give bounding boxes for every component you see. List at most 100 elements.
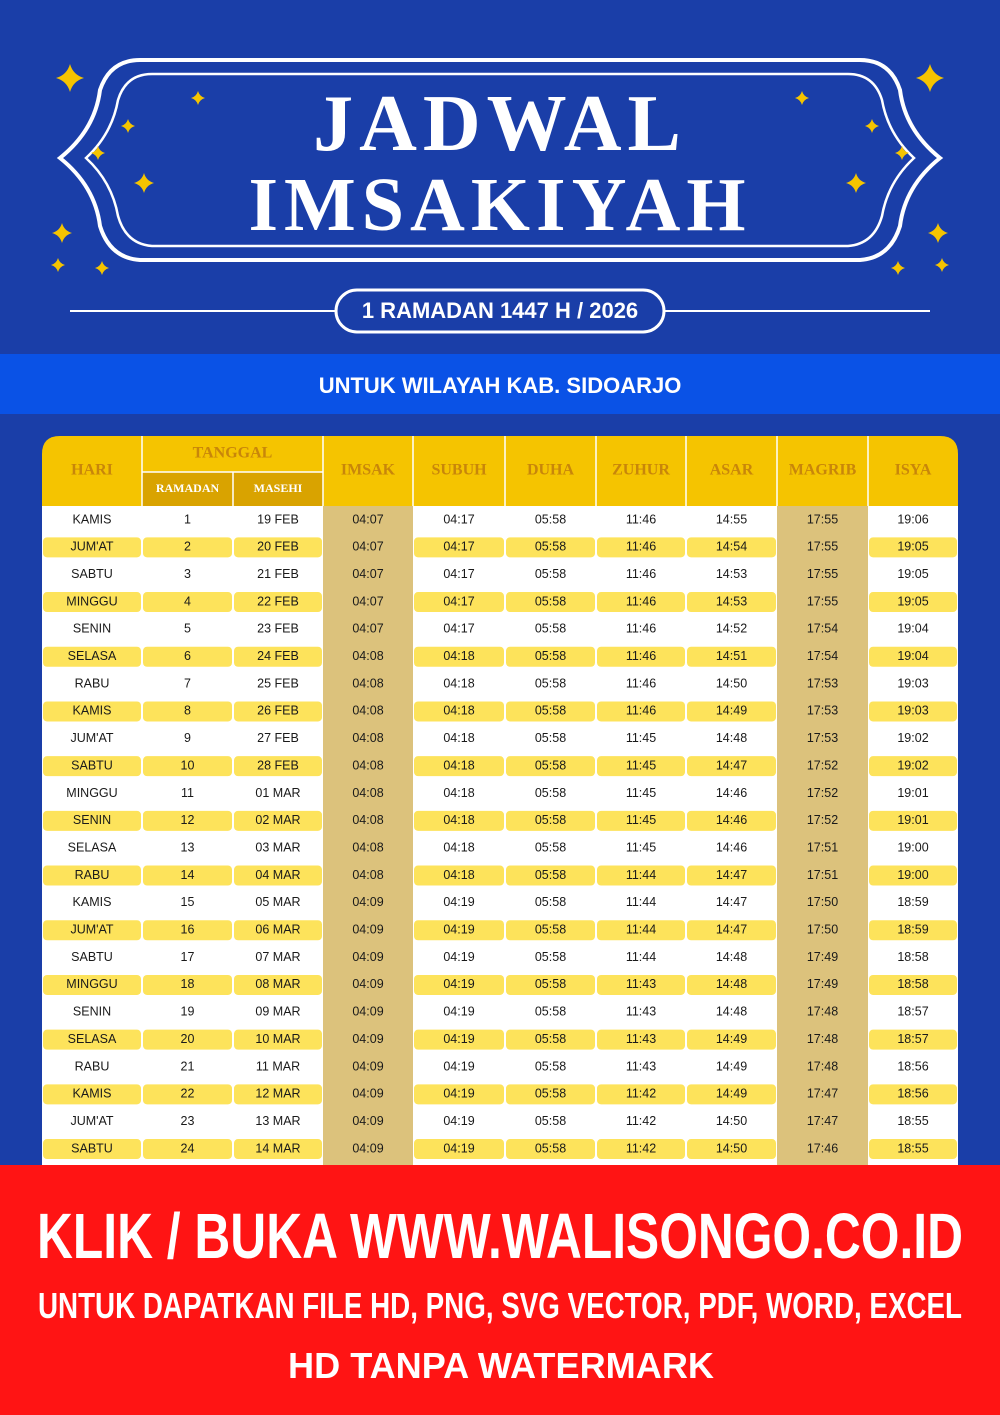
- table-cell: 04:17: [443, 622, 474, 636]
- table-cell: 05:58: [535, 1114, 566, 1128]
- table-cell: 27 FEB: [257, 731, 299, 745]
- row-stripe: [143, 646, 232, 667]
- star: [865, 119, 879, 133]
- table-cell: 05:58: [535, 594, 566, 608]
- table-cell: 17:53: [807, 704, 838, 718]
- star: [846, 173, 866, 193]
- table-cell: 18:59: [897, 923, 928, 937]
- row-stripe: [43, 974, 141, 995]
- table-cell: 04:18: [443, 676, 474, 690]
- table-cell: 14:48: [716, 731, 747, 745]
- table-cell: 04:09: [352, 923, 383, 937]
- row-stripe: [143, 974, 232, 995]
- table-cell: 04:07: [352, 512, 383, 526]
- star: [795, 91, 809, 105]
- star: [916, 64, 944, 92]
- table-cell: 04:18: [443, 840, 474, 854]
- row-stripe: [506, 537, 595, 558]
- row-stripe: [869, 701, 957, 722]
- table-cell: 17:55: [807, 512, 838, 526]
- table-cell: 11:46: [626, 622, 656, 636]
- table-cell: 18:58: [897, 950, 928, 964]
- table-cell: 4: [184, 594, 191, 608]
- table-cell: 3: [184, 567, 191, 581]
- table-cell: 19:01: [897, 813, 928, 827]
- table-cell: 04:18: [443, 758, 474, 772]
- table-cell: 11:44: [626, 895, 656, 909]
- table-cell: 12 MAR: [255, 1087, 300, 1101]
- table-cell: 21: [181, 1059, 195, 1073]
- row-stripe: [43, 1029, 141, 1050]
- table-cell: 23: [181, 1114, 195, 1128]
- table-cell: 19: [181, 1005, 195, 1019]
- table-cell: 1: [184, 512, 191, 526]
- table-cell: SENIN: [73, 622, 111, 636]
- row-stripe: [506, 810, 595, 831]
- table-cell: 04:08: [352, 676, 383, 690]
- table-cell: 11:44: [626, 950, 656, 964]
- table-cell: 16: [181, 923, 195, 937]
- table-cell: 18:57: [897, 1032, 928, 1046]
- table-cell: 14:48: [716, 1005, 747, 1019]
- table-cell: MINGGU: [66, 786, 117, 800]
- table-cell: 19:00: [897, 868, 928, 882]
- table-cell: 11: [181, 786, 194, 800]
- table-cell: 03 MAR: [255, 840, 300, 854]
- table-cell: 04:18: [443, 868, 474, 882]
- table-cell: 11:44: [626, 923, 656, 937]
- row-stripe: [143, 537, 232, 558]
- table-cell: JUM'AT: [70, 923, 113, 937]
- row-stripe: [506, 1139, 595, 1160]
- table-cell: 11:46: [626, 540, 656, 554]
- row-stripe: [506, 865, 595, 886]
- row-stripe: [506, 592, 595, 613]
- column-header: HARI: [71, 462, 113, 479]
- table-cell: 19:03: [897, 704, 928, 718]
- table-cell: 04:09: [352, 1114, 383, 1128]
- table-cell: SELASA: [68, 649, 117, 663]
- table-cell: 14:49: [716, 1087, 747, 1101]
- row-stripe: [414, 1084, 504, 1105]
- row-stripe: [414, 974, 504, 995]
- table-cell: 11:46: [626, 704, 656, 718]
- table-cell: 05:58: [535, 813, 566, 827]
- table-cell: 17:49: [807, 977, 838, 991]
- table-cell: 04:08: [352, 758, 383, 772]
- row-stripe: [414, 537, 504, 558]
- table-cell: 04:08: [352, 840, 383, 854]
- table-cell: 05 MAR: [255, 895, 300, 909]
- table-cell: 14:54: [716, 540, 747, 554]
- table-cell: 8: [184, 704, 191, 718]
- table-cell: 04:09: [352, 1141, 383, 1155]
- table-cell: 05:58: [535, 567, 566, 581]
- table-cell: 04:18: [443, 731, 474, 745]
- table-cell: 05:58: [535, 540, 566, 554]
- table-cell: 7: [184, 676, 191, 690]
- table-cell: 17:47: [807, 1087, 838, 1101]
- row-stripe: [687, 756, 776, 777]
- table-cell: 17:49: [807, 950, 838, 964]
- row-stripe: [143, 920, 232, 941]
- table-cell: 19:05: [897, 594, 928, 608]
- row-stripe: [687, 810, 776, 831]
- table-cell: 11:43: [626, 977, 656, 991]
- footer-line: HD TANPA WATERMARK: [288, 1345, 714, 1386]
- table-cell: 11:44: [626, 868, 656, 882]
- row-stripe: [143, 592, 232, 613]
- subtitle: 1 RAMADAN 1447 H / 2026: [362, 298, 638, 323]
- table-cell: 19:02: [897, 758, 928, 772]
- table-cell: 14 MAR: [255, 1141, 300, 1155]
- table-cell: 13: [181, 840, 195, 854]
- table-cell: 05:58: [535, 1141, 566, 1155]
- table-cell: 22 FEB: [257, 594, 299, 608]
- table-cell: 26 FEB: [257, 704, 299, 718]
- row-stripe: [597, 537, 685, 558]
- row-stripe: [869, 537, 957, 558]
- table-cell: 14:55: [716, 512, 747, 526]
- row-stripe: [43, 592, 141, 613]
- table-cell: MINGGU: [66, 977, 117, 991]
- row-stripe: [869, 865, 957, 886]
- table-cell: SENIN: [73, 1005, 111, 1019]
- table-cell: 18:55: [897, 1141, 928, 1155]
